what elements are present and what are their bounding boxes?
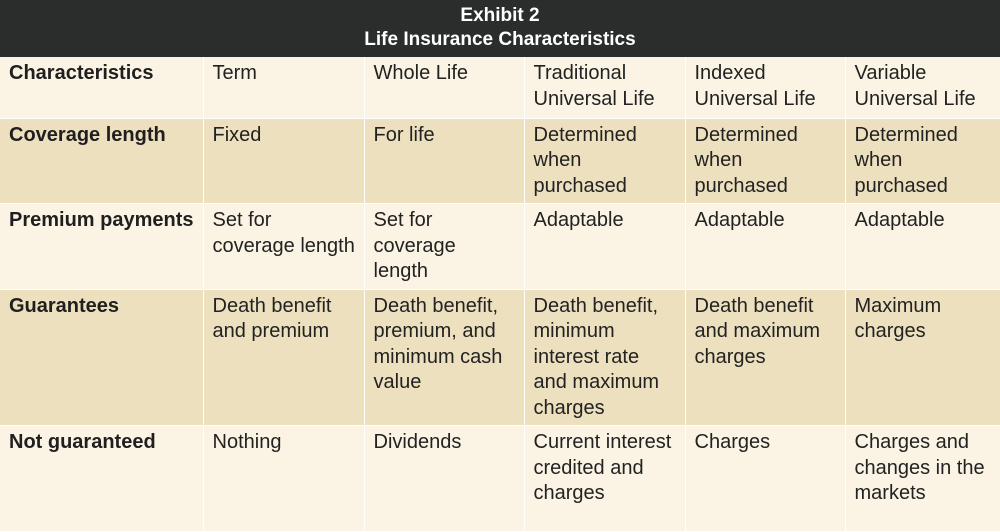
table-cell: Nothing bbox=[202, 425, 364, 532]
table-cell: Charges bbox=[684, 425, 845, 532]
table-cell: Determined when purchased bbox=[844, 118, 1000, 204]
column-header-term: Term bbox=[202, 57, 364, 119]
table-cell: Set for coverage length bbox=[363, 203, 524, 290]
table-cell: Fixed bbox=[202, 118, 364, 204]
column-header-whole-life: Whole Life bbox=[363, 57, 524, 119]
table-row-premium-payments: Premium payments Set for coverage length… bbox=[0, 203, 1000, 290]
table-cell: Death benefit, premium, and minimum cash… bbox=[363, 289, 524, 426]
row-label-guarantees: Guarantees bbox=[0, 289, 203, 426]
table-cell: Adaptable bbox=[523, 203, 685, 290]
table-cell: Dividends bbox=[363, 425, 524, 532]
life-insurance-table: Characteristics Term Whole Life Traditio… bbox=[0, 57, 1000, 532]
table-cell: Death benefit, minimum interest rate and… bbox=[523, 289, 685, 426]
exhibit-header: Exhibit 2 Life Insurance Characteristics bbox=[0, 0, 1000, 57]
table-cell: Death benefit and maximum charges bbox=[684, 289, 845, 426]
table-cell: Determined when purchased bbox=[684, 118, 845, 204]
row-label-not-guaranteed: Not guaranteed bbox=[0, 425, 203, 532]
table-cell: Set for coverage length bbox=[202, 203, 364, 290]
column-header-indexed-universal-life: Indexed Universal Life bbox=[684, 57, 845, 119]
table-cell: Current interest credited and charges bbox=[523, 425, 685, 532]
table-row-coverage-length: Coverage length Fixed For life Determine… bbox=[0, 118, 1000, 204]
column-header-variable-universal-life: Variable Universal Life bbox=[844, 57, 1000, 119]
exhibit-title: Life Insurance Characteristics bbox=[364, 29, 636, 50]
row-label-premium-payments: Premium payments bbox=[0, 203, 203, 290]
table-row-guarantees: Guarantees Death benefit and premium Dea… bbox=[0, 289, 1000, 426]
table-cell: Adaptable bbox=[844, 203, 1000, 290]
column-header-characteristics: Characteristics bbox=[0, 57, 203, 119]
table-cell: Adaptable bbox=[684, 203, 845, 290]
table-header-row: Characteristics Term Whole Life Traditio… bbox=[0, 57, 1000, 119]
column-header-traditional-universal-life: Traditional Universal Life bbox=[523, 57, 685, 119]
table-cell: Determined when purchased bbox=[523, 118, 685, 204]
table-cell: Maximum charges bbox=[844, 289, 1000, 426]
table-row-not-guaranteed: Not guaranteed Nothing Dividends Current… bbox=[0, 425, 1000, 532]
table-cell: Death benefit and premium bbox=[202, 289, 364, 426]
table-cell: Charges and changes in the markets bbox=[844, 425, 1000, 532]
table-cell: For life bbox=[363, 118, 524, 204]
exhibit-number: Exhibit 2 bbox=[460, 5, 540, 26]
row-label-coverage-length: Coverage length bbox=[0, 118, 203, 204]
